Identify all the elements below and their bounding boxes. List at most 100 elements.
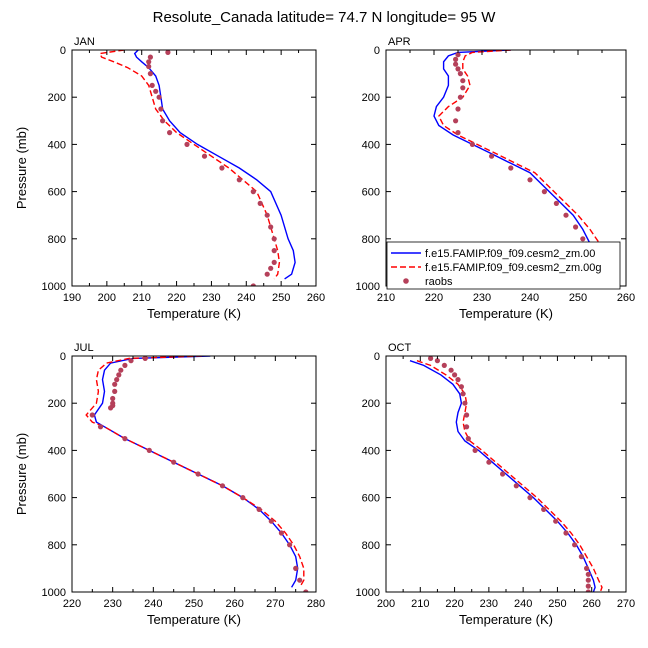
panel-jan: 190 200 210 220 230 240 250 260 0 200 400 600 800 100…	[14, 36, 325, 321]
y-tick-label: 0	[374, 351, 380, 363]
raobs-point	[527, 495, 533, 501]
raobs-point	[108, 405, 114, 411]
y-tick-label: 1000	[356, 281, 380, 293]
raobs-point	[464, 412, 470, 418]
raobs-point	[257, 200, 263, 206]
y-tick-label: 600	[362, 187, 380, 199]
raobs-point	[147, 54, 153, 60]
raobs-point	[268, 518, 274, 524]
y-tick-label: 0	[374, 45, 380, 57]
x-axis-label: Temperature (K)	[459, 306, 553, 321]
x-tick-label: 240	[521, 292, 539, 304]
raobs-point	[250, 189, 256, 195]
raobs-point	[585, 583, 591, 589]
model-00-line	[409, 360, 596, 592]
raobs-point	[465, 436, 471, 442]
raobs-point	[116, 372, 122, 378]
x-tick-label: 270	[617, 598, 635, 610]
y-tick-label: 600	[362, 493, 380, 505]
raobs-point	[165, 50, 171, 55]
model-00g-line	[98, 50, 281, 280]
y-tick-label: 800	[48, 540, 66, 552]
raobs-point	[486, 459, 492, 465]
x-tick-label: 220	[63, 598, 81, 610]
panels-group: 190 200 210 220 230 240 250 260 0 200 400 600 800 100…	[14, 36, 635, 627]
x-tick-label: 190	[63, 292, 81, 304]
raobs-point	[460, 78, 466, 84]
raobs-point	[460, 85, 466, 91]
y-tick-label: 600	[48, 187, 66, 199]
y-tick-label: 200	[362, 398, 380, 410]
raobs-point	[303, 589, 309, 592]
legend-swatch-raobs	[403, 278, 409, 284]
raobs-point	[240, 495, 246, 501]
raobs-point	[142, 356, 148, 361]
raobs-point	[452, 372, 458, 378]
raobs-point	[122, 362, 128, 368]
raobs-point	[513, 483, 519, 489]
raobs-point	[147, 71, 153, 77]
model-00-line	[93, 356, 299, 588]
y-tick-label: 400	[362, 445, 380, 457]
raobs-point	[97, 424, 104, 430]
raobs-point	[160, 118, 166, 124]
panel-label: JAN	[74, 36, 95, 48]
raobs-point	[146, 63, 152, 70]
figure-title: Resolute_Canada latitude= 74.7 N longitu…	[153, 9, 497, 26]
x-tick-label: 210	[133, 292, 151, 304]
raobs-point	[458, 384, 464, 390]
raobs-point	[271, 236, 277, 242]
x-tick-label: 220	[425, 292, 443, 304]
y-tick-label: 200	[48, 92, 66, 104]
x-tick-label: 250	[569, 292, 587, 304]
raobs-point	[287, 542, 293, 548]
raobs-point	[578, 554, 585, 560]
x-tick-label: 220	[445, 598, 463, 610]
y-tick-label: 800	[362, 234, 380, 246]
raobs-point	[585, 589, 591, 592]
raobs-point	[201, 153, 208, 159]
raobs-point	[278, 530, 284, 536]
x-tick-label: 230	[473, 292, 491, 304]
x-axis-label: Temperature (K)	[459, 612, 553, 627]
raobs-point	[553, 200, 560, 206]
x-tick-label: 260	[307, 292, 325, 304]
raobs-point	[171, 459, 177, 465]
raobs-point	[457, 71, 463, 77]
panel-label: APR	[388, 36, 411, 48]
x-tick-label: 210	[377, 292, 395, 304]
x-tick-label: 250	[548, 598, 566, 610]
raobs-point	[585, 577, 591, 583]
raobs-point	[256, 506, 262, 512]
y-axis-label: Pressure (mb)	[14, 433, 29, 515]
raobs-point	[455, 377, 461, 383]
raobs-point	[112, 388, 118, 394]
raobs-point	[455, 106, 461, 112]
x-tick-label: 250	[272, 292, 290, 304]
series-group	[85, 356, 309, 592]
legend-label: f.e15.FAMIP.f09_f09.cesm2_zm.00g	[425, 262, 602, 274]
raobs-point	[453, 56, 459, 63]
raobs-point	[158, 106, 164, 112]
y-tick-label: 0	[60, 45, 66, 57]
raobs-point	[89, 412, 95, 418]
series-group	[409, 356, 603, 592]
raobs-point	[457, 94, 463, 100]
x-tick-label: 260	[617, 292, 635, 304]
raobs-point	[500, 471, 506, 477]
raobs-point	[541, 506, 547, 512]
y-tick-label: 200	[362, 92, 380, 104]
panel-label: OCT	[388, 342, 412, 354]
model-00g-line	[85, 356, 305, 588]
raobs-point	[469, 141, 475, 147]
raobs-point	[146, 447, 152, 453]
raobs-point	[110, 395, 116, 402]
y-tick-label: 800	[48, 234, 66, 246]
x-tick-label: 200	[98, 292, 116, 304]
x-tick-label: 240	[144, 598, 162, 610]
y-axis-label: Pressure (mb)	[14, 127, 29, 209]
x-tick-label: 210	[411, 598, 429, 610]
raobs-point	[128, 358, 134, 364]
raobs-point	[146, 59, 152, 65]
raobs-point	[453, 118, 459, 124]
